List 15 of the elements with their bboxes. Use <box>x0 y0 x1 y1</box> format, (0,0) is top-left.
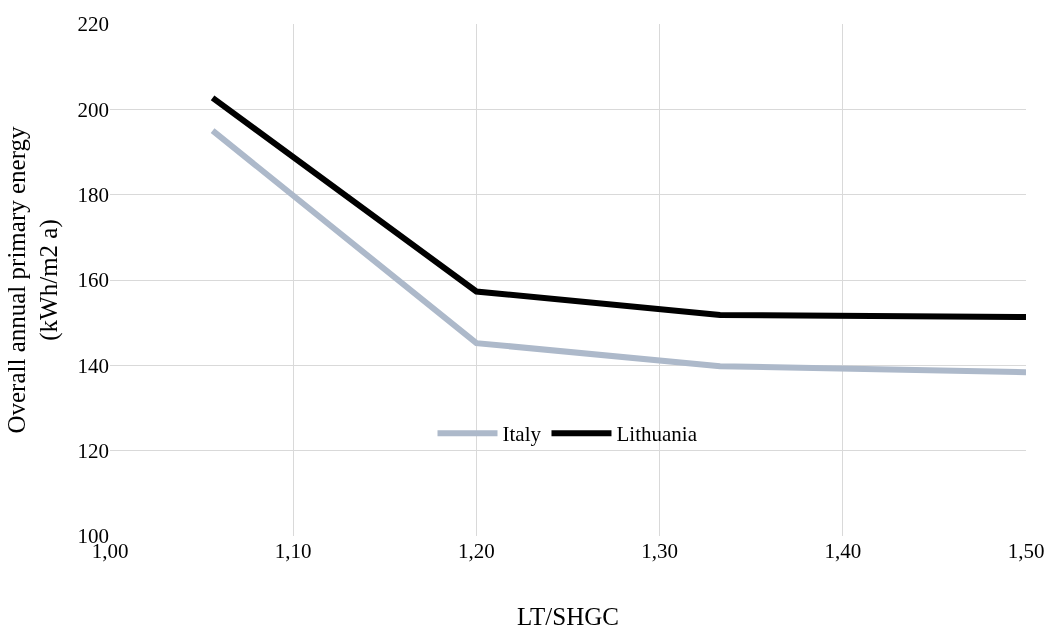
x-tick-label: 1,30 <box>641 539 678 563</box>
legend-label: Italy <box>502 422 542 447</box>
y-tick-label: 120 <box>77 439 109 464</box>
x-axis-title: LT/SHGC <box>517 603 619 630</box>
x-tick-label: 1,20 <box>458 539 495 563</box>
y-axis-title: Overall annual primary energy (kWh/m2 a) <box>2 125 64 434</box>
x-tick-label: 1,40 <box>824 539 862 563</box>
y-tick-label: 220 <box>77 12 109 37</box>
legend-label: Lithuania <box>616 422 698 447</box>
x-tick-label: 1,10 <box>274 539 312 563</box>
y-tick-label: 140 <box>77 353 109 378</box>
x-tick-label: 1,50 <box>1007 539 1045 563</box>
y-tick-label: 160 <box>77 268 109 293</box>
y-tick-label: 180 <box>77 183 109 208</box>
y-tick-label: 200 <box>77 97 109 122</box>
